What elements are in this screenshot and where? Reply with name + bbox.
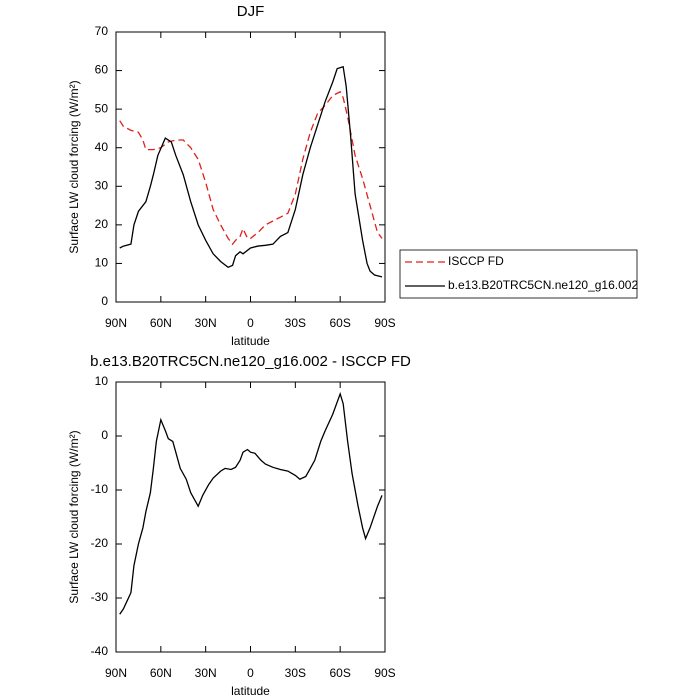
y-tick-label: 60 [95, 63, 109, 77]
y-tick-label: 50 [95, 101, 109, 115]
legend-box [399, 249, 638, 299]
y-tick-label: -30 [91, 590, 109, 604]
x-tick-label: 90S [374, 316, 395, 330]
x-tick-label: 60S [329, 666, 350, 680]
plot-frame [115, 381, 386, 653]
x-tick-label: 90N [105, 316, 127, 330]
y-tick-label: 0 [101, 294, 108, 308]
y-axis-label: Surface LW cloud forcing (W/m²) [67, 430, 81, 603]
data-line [119, 391, 383, 615]
x-tick-label: 90S [374, 666, 395, 680]
x-tick-label: 60S [329, 316, 350, 330]
y-tick-label: -40 [91, 644, 109, 658]
x-tick-label: 0 [247, 666, 254, 680]
x-axis-label: latitude [231, 684, 270, 698]
x-tick-label: 90N [105, 666, 127, 680]
data-line [119, 90, 383, 246]
x-tick-label: 60N [150, 316, 172, 330]
legend-label: b.e13.B20TRC5CN.ne120_g16.002 [448, 278, 638, 292]
chart-title: DJF [237, 3, 265, 20]
chart-title: b.e13.B20TRC5CN.ne120_g16.002 - ISCCP FD [90, 353, 411, 370]
x-tick-label: 30S [285, 666, 306, 680]
y-tick-label: 10 [95, 256, 109, 270]
x-tick-label: 30N [195, 666, 217, 680]
data-line [119, 65, 383, 278]
x-tick-label: 60N [150, 666, 172, 680]
y-tick-label: -20 [91, 536, 109, 550]
y-tick-label: 30 [95, 178, 109, 192]
y-tick-label: 0 [101, 428, 108, 442]
y-axis-label: Surface LW cloud forcing (W/m²) [67, 80, 81, 253]
x-tick-label: 0 [247, 316, 254, 330]
legend-label: ISCCP FD [448, 254, 504, 268]
y-tick-label: 20 [95, 217, 109, 231]
x-tick-label: 30S [285, 316, 306, 330]
x-tick-label: 30N [195, 316, 217, 330]
y-tick-label: -10 [91, 482, 109, 496]
y-tick-label: 40 [95, 140, 109, 154]
x-axis-label: latitude [231, 334, 270, 348]
y-tick-label: 70 [95, 24, 109, 38]
y-tick-label: 10 [95, 374, 109, 388]
